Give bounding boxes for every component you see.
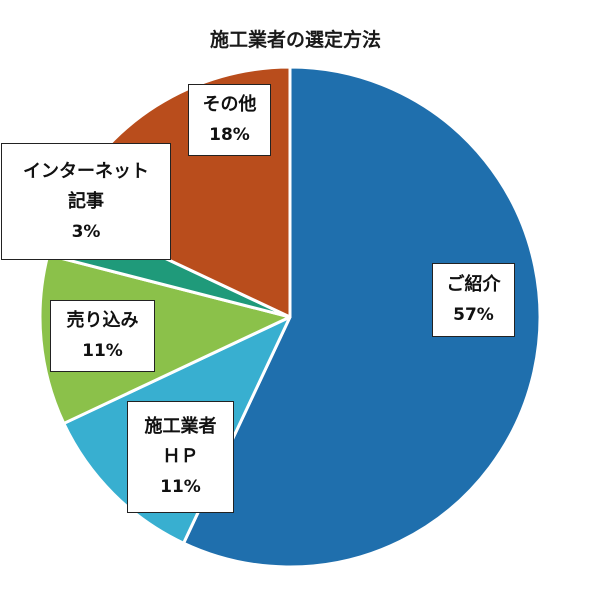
pie-slice-sales-pitch [38,253,292,425]
slice-label-other: その他 18% [188,84,271,156]
slice-label-internet-article-value: 3% [71,221,101,242]
slice-label-internet-article-name-line2: 記事 [68,190,104,212]
slice-label-sales-pitch-name: 売り込み [66,310,139,331]
slice-label-referral-value: 57% [453,305,494,325]
slice-label-referral: ご紹介 57% [432,263,515,337]
slice-label-internet-article-name-line1: インターネット [23,160,149,182]
slice-label-internet-article: インターネット 記事 3% [1,143,171,260]
slice-label-sales-pitch-value: 11% [82,341,123,361]
slice-label-contractor-hp-name-line1: 施工業者 [144,416,217,437]
slice-label-referral-name: ご紹介 [446,274,501,295]
slice-label-contractor-hp-value: 11% [160,477,201,497]
slice-label-other-value: 18% [209,125,250,145]
slice-label-contractor-hp-name-line2: ＨＰ [162,446,199,467]
slice-label-contractor-hp: 施工業者 ＨＰ 11% [127,401,234,513]
slice-label-other-name: その他 [202,94,257,115]
chart-title: 施工業者の選定方法 [209,29,381,51]
slice-label-sales-pitch: 売り込み 11% [50,300,155,372]
pie-slice-referral [182,65,542,569]
